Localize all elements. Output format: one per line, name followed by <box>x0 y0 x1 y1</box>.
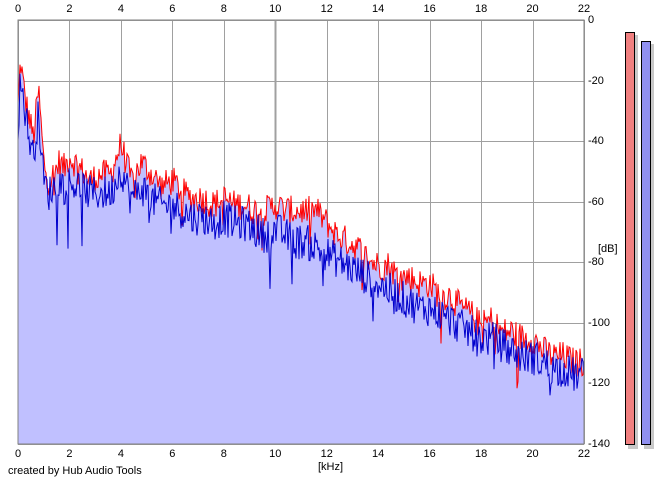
y-tick-label: -40 <box>588 135 604 148</box>
x-tick-label-top: 8 <box>220 3 227 15</box>
spectrum-plot <box>17 19 585 445</box>
x-tick-label-bottom: 10 <box>269 448 282 460</box>
x-tick-label-top: 20 <box>526 3 539 15</box>
y-axis-unit: [dB] <box>598 243 618 255</box>
credit-text: created by Hub Audio Tools <box>8 465 142 477</box>
x-tick-label-bottom: 8 <box>220 448 227 460</box>
x-tick-label-top: 18 <box>474 3 488 15</box>
spectrum-chart <box>17 19 585 445</box>
x-tick-label-top: 6 <box>169 3 176 15</box>
x-tick-label-top: 10 <box>269 3 282 15</box>
y-tick-label: -140 <box>588 438 611 450</box>
series-right-channel-line <box>17 73 585 396</box>
x-tick-label-top: 12 <box>320 3 333 15</box>
x-tick-label-bottom: 16 <box>423 448 436 460</box>
x-tick-label-bottom: 12 <box>320 448 333 460</box>
x-tick-label-top: 4 <box>117 3 124 15</box>
x-tick-label-bottom: 14 <box>372 448 385 460</box>
plot-border <box>17 19 585 445</box>
x-tick-label-top: 22 <box>577 3 591 15</box>
y-tick-label: 0 <box>588 14 595 26</box>
x-axis-unit: [kHz] <box>318 461 344 473</box>
y-tick-label: -100 <box>588 316 611 329</box>
y-tick-label: -80 <box>588 256 604 269</box>
x-tick-label-top: 16 <box>423 3 436 15</box>
x-tick-label-bottom: 0 <box>14 448 22 460</box>
x-tick-label-top: 14 <box>372 3 385 15</box>
x-tick-label-bottom: 6 <box>169 448 176 460</box>
y-tick-label: -20 <box>588 74 604 87</box>
y-tick-label: -60 <box>588 195 604 208</box>
x-tick-label-bottom: 2 <box>66 448 73 460</box>
level-meter-right <box>641 41 651 445</box>
x-tick-label-bottom: 22 <box>577 448 591 460</box>
spectrum-series <box>17 64 585 396</box>
x-tick-label-top: 2 <box>66 3 73 15</box>
spectrum-area <box>18 64 584 444</box>
level-meter-left <box>625 32 635 445</box>
y-tick-label: -120 <box>588 377 611 390</box>
x-tick-label-bottom: 4 <box>117 448 124 460</box>
x-tick-label-bottom: 20 <box>526 448 539 460</box>
spectrum-fill <box>18 64 584 444</box>
x-tick-label-bottom: 18 <box>474 448 488 460</box>
x-tick-label-top: 0 <box>14 3 22 15</box>
